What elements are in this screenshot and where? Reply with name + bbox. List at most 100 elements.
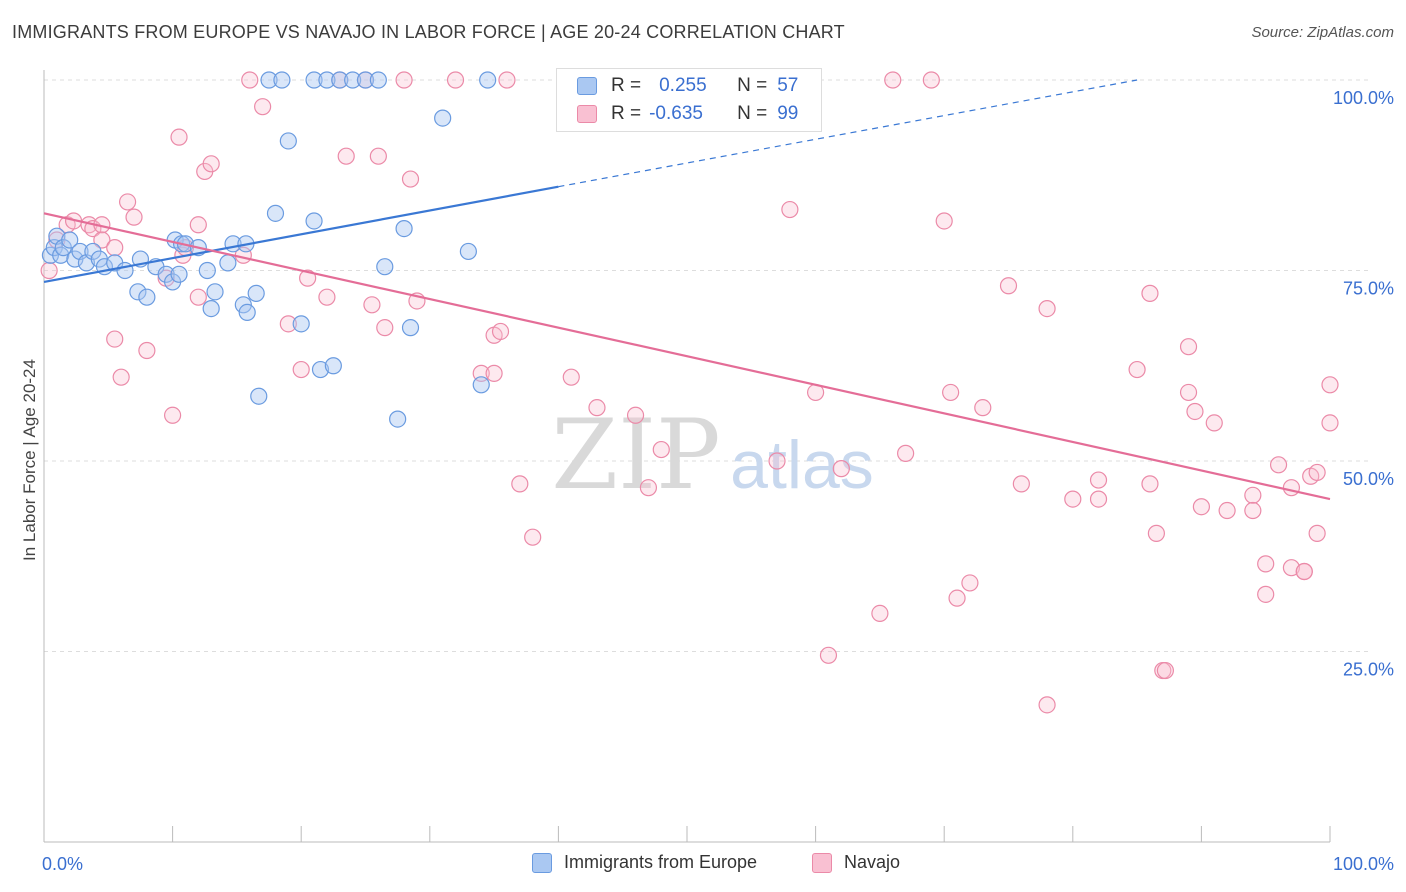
navajo-point	[292, 360, 310, 379]
navajo-point	[935, 212, 953, 230]
navajo-point	[1128, 360, 1146, 379]
legend-item-navajo[interactable]: Navajo	[812, 852, 900, 873]
navajo-point	[511, 475, 529, 493]
n-label: N =	[737, 75, 768, 96]
watermark-atlas: atlas	[730, 427, 874, 503]
navajo-point	[40, 261, 58, 280]
navajo-point	[562, 368, 580, 386]
navajo-point	[498, 71, 516, 89]
navajo-point	[395, 71, 413, 89]
navajo-point	[1321, 376, 1339, 394]
navajo-legend-swatch	[812, 852, 832, 873]
navajo-point	[1192, 498, 1211, 516]
navajo-point	[871, 604, 889, 623]
europe-point	[376, 258, 394, 276]
legend-row-navajo: R = -0.635 N = 99	[577, 101, 798, 127]
navajo-point	[1186, 402, 1204, 421]
navajo-point	[768, 452, 786, 470]
europe-point	[324, 357, 342, 375]
n-label: N =	[737, 103, 768, 124]
navajo-n-value: 99	[777, 103, 799, 124]
europe-point	[479, 71, 497, 89]
navajo-point	[884, 71, 902, 89]
navajo-point	[1308, 524, 1326, 542]
navajo-legend-label: Navajo	[844, 852, 901, 872]
legend-row-europe: R = 0.255 N = 57	[577, 73, 798, 99]
europe-point	[344, 71, 362, 89]
legend-item-europe[interactable]: Immigrants from Europe	[532, 852, 757, 873]
navajo-point	[318, 288, 336, 306]
stats-legend: R = 0.255 N = 57 R = -0.635 N = 99	[556, 68, 822, 132]
navajo-point	[1156, 661, 1174, 680]
navajo-point	[1218, 501, 1236, 520]
europe-point	[395, 219, 413, 238]
navajo-r-value: -0.635	[649, 103, 703, 124]
navajo-point	[639, 479, 658, 497]
navajo-point	[170, 128, 188, 146]
europe-point	[61, 231, 79, 249]
europe-point	[138, 288, 156, 306]
navajo-point	[1257, 585, 1275, 603]
europe-point	[459, 242, 477, 261]
navajo-point	[524, 528, 542, 546]
europe-point	[170, 265, 188, 283]
navajo-point	[1244, 501, 1262, 520]
navajo-point	[106, 239, 124, 257]
europe-point	[202, 300, 220, 318]
source-label: Source: ZipAtlas.com	[1251, 24, 1394, 41]
chart-title: IMMIGRANTS FROM EUROPE VS NAVAJO IN LABO…	[12, 22, 845, 42]
europe-point	[260, 71, 278, 89]
navajo-point	[1205, 414, 1223, 432]
europe-point	[369, 71, 387, 89]
europe-point	[401, 319, 420, 337]
y-tick-labels: 25.0% 50.0% 75.0% 100.0%	[1333, 88, 1394, 680]
navajo-point	[1147, 524, 1165, 542]
navajo-point	[1038, 300, 1056, 318]
watermark: ZIP atlas	[551, 399, 873, 511]
navajo-points	[40, 71, 1339, 714]
europe-point	[219, 254, 237, 272]
x-tick-label-max: 100.0%	[1333, 854, 1394, 874]
navajo-point	[652, 440, 670, 459]
x-tick-labels: 0.0% 100.0%	[42, 854, 1394, 874]
navajo-point	[1269, 456, 1288, 474]
europe-point	[279, 132, 297, 150]
navajo-point	[974, 399, 992, 417]
europe-points	[41, 71, 497, 428]
navajo-point	[337, 147, 355, 165]
navajo-point	[189, 216, 207, 234]
navajo-point	[299, 269, 317, 287]
navajo-point	[1179, 383, 1198, 402]
navajo-point	[485, 364, 503, 382]
navajo-point	[961, 574, 979, 592]
navajo-point	[125, 208, 143, 226]
navajo-point	[948, 589, 966, 607]
europe-r-value: 0.255	[659, 75, 707, 96]
navajo-point	[1244, 486, 1262, 504]
navajo-point	[138, 341, 156, 360]
navajo-point	[93, 231, 111, 249]
europe-point	[198, 261, 216, 280]
europe-legend-swatch	[532, 852, 552, 873]
navajo-point	[781, 200, 799, 219]
europe-point	[389, 410, 407, 428]
europe-point	[250, 387, 268, 405]
navajo-point	[202, 155, 220, 173]
r-label: R =	[611, 103, 642, 124]
navajo-point	[118, 193, 137, 211]
navajo-point	[1038, 696, 1056, 714]
gridlines	[44, 79, 1370, 652]
navajo-point	[446, 71, 465, 89]
navajo-point	[1282, 479, 1301, 497]
navajo-point	[819, 646, 838, 664]
navajo-point	[922, 71, 940, 89]
y-tick-label: 25.0%	[1343, 660, 1394, 680]
navajo-point	[106, 330, 124, 348]
axes	[43, 70, 1331, 843]
europe-point	[434, 109, 452, 127]
y-tick-label: 75.0%	[1343, 279, 1394, 299]
y-tick-label: 100.0%	[1333, 88, 1394, 108]
navajo-point	[1282, 559, 1301, 577]
x-tick-label-min: 0.0%	[42, 854, 83, 874]
navajo-point	[897, 444, 915, 462]
